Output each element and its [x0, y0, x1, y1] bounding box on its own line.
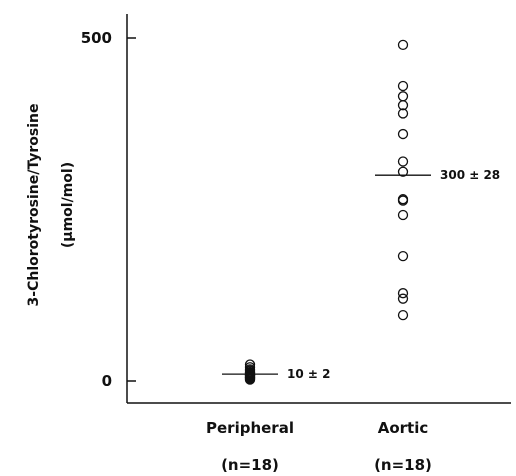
data-point — [397, 195, 409, 206]
x-category-count: (n=18) — [374, 456, 432, 474]
data-point — [397, 100, 409, 111]
mean-annotation: 10 ± 2 — [287, 367, 330, 381]
y-axis-label-line2: (µmol/mol) — [60, 162, 76, 248]
mean-annotation: 300 ± 28 — [440, 168, 500, 182]
data-point — [397, 39, 409, 51]
y-tick-label: 0 — [102, 372, 112, 390]
data-point — [397, 108, 409, 119]
data-point — [397, 293, 409, 304]
mean-lines: 10 ± 2 300 ± 28 — [222, 168, 500, 381]
y-axis-title: 3-Chlorotyrosine/Tyrosine (µmol/mol) — [26, 104, 76, 307]
y-axis-label-line1: 3-Chlorotyrosine/Tyrosine — [26, 104, 42, 307]
data-point — [397, 309, 409, 321]
data-point — [397, 166, 409, 177]
data-point — [397, 128, 409, 140]
y-ticks: 0 500 — [81, 29, 136, 390]
data-point — [397, 156, 409, 167]
x-category-labels: Peripheral (n=18) Aortic (n=18) — [206, 419, 432, 474]
data-point — [397, 209, 409, 221]
data-point — [397, 250, 409, 262]
x-category-label: Aortic — [378, 419, 429, 437]
y-tick-label: 500 — [81, 29, 112, 47]
data-point — [244, 359, 256, 370]
x-category-label: Peripheral — [206, 419, 294, 437]
x-category-count: (n=18) — [221, 456, 279, 474]
data-point — [397, 91, 409, 102]
axes — [126, 14, 511, 404]
data-point — [244, 362, 256, 373]
data-point — [397, 288, 409, 299]
data-points — [244, 39, 409, 385]
data-point — [397, 80, 409, 92]
